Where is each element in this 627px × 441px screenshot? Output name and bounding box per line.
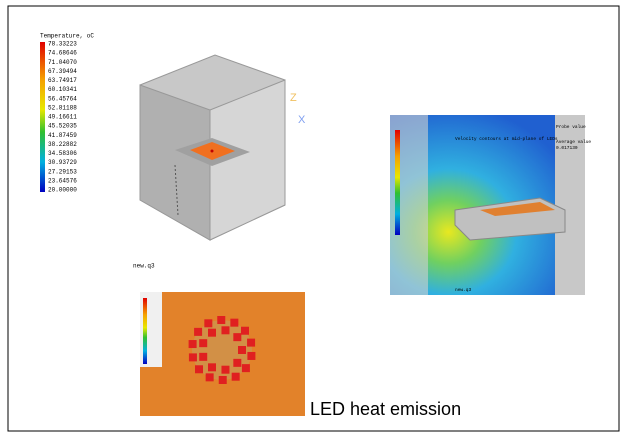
- legend-value: 71.04070: [48, 59, 77, 66]
- legend-value: 60.10341: [48, 86, 77, 93]
- led: [217, 316, 226, 325]
- probe-label: Probe value: [556, 124, 586, 130]
- legend-value: 49.16611: [48, 114, 77, 121]
- temperature-figure: Temperature, oC Z X new.q3 78.33223 74.68…: [40, 33, 306, 270]
- led: [188, 353, 197, 362]
- led: [221, 365, 230, 374]
- led: [247, 338, 256, 347]
- led: [233, 358, 242, 367]
- led: [247, 351, 256, 360]
- legend-value: 45.52035: [48, 123, 77, 130]
- legend-value: 52.81188: [48, 104, 77, 111]
- led-figure: [140, 292, 305, 416]
- led: [194, 327, 203, 336]
- led: [208, 363, 216, 372]
- led: [199, 339, 208, 348]
- velocity-figure: Velocity contours at mid-plane of LEDs P…: [390, 115, 591, 295]
- axis-label: X: [298, 114, 306, 126]
- legend-value: 74.68646: [48, 50, 77, 57]
- led: [231, 372, 240, 381]
- legend-value: 23.64576: [48, 177, 77, 184]
- legend-value: 30.93729: [48, 159, 77, 166]
- led: [208, 328, 216, 337]
- enclosure-model: [139, 54, 286, 241]
- led: [188, 340, 197, 349]
- led: [230, 318, 239, 327]
- legend-value: 38.22882: [48, 141, 77, 148]
- figure-title: Velocity contours at mid-plane of LEDs: [455, 136, 558, 142]
- led: [241, 364, 250, 373]
- legend-value: 56.45764: [48, 95, 77, 102]
- led: [218, 375, 227, 384]
- legend-title: Temperature, oC: [40, 33, 94, 40]
- legend-value: 34.58306: [48, 150, 77, 157]
- color-bar: [40, 42, 45, 192]
- led: [199, 352, 208, 361]
- legend-value: 20.00000: [48, 187, 77, 194]
- led: [240, 326, 249, 335]
- led: [204, 319, 213, 328]
- led: [221, 326, 230, 335]
- legend-value: 67.39494: [48, 68, 77, 75]
- legend-value: 63.74917: [48, 77, 77, 84]
- average-label: Average value: [556, 139, 591, 145]
- axis-label: Z: [290, 92, 297, 104]
- led: [195, 365, 204, 374]
- file-label: new.q3: [455, 287, 472, 293]
- file-label: new.q3: [133, 263, 155, 270]
- caption: LED heat emission: [310, 399, 461, 419]
- legend-value: 78.33223: [48, 41, 77, 48]
- average-value: 0.017130: [556, 145, 578, 151]
- led: [238, 346, 246, 354]
- legend-value: 41.87459: [48, 132, 77, 139]
- led: [233, 333, 242, 342]
- legend-value: 27.29153: [48, 168, 77, 175]
- led: [205, 373, 214, 382]
